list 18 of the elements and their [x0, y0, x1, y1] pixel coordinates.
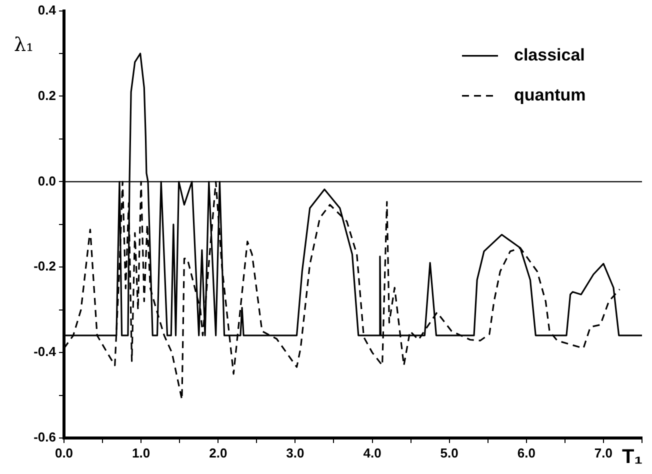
y-tick-label: -0.2: [34, 258, 56, 274]
x-tick-label: 7.0: [594, 445, 613, 460]
x-tick-label: 3.0: [286, 445, 304, 460]
x-axis-title: T₁: [622, 446, 642, 469]
x-tick-label: 0.0: [54, 445, 74, 460]
y-tick-label: 0.0: [38, 173, 56, 188]
y-axis-title: λ₁: [14, 34, 34, 56]
x-tick-label: 2.0: [209, 445, 228, 460]
legend-label: quantum: [514, 85, 586, 104]
y-tick-label: -0.4: [34, 344, 57, 360]
legend-label: classical: [514, 45, 585, 64]
x-tick-label: 5.0: [440, 445, 458, 460]
y-tick-label: 0.2: [38, 88, 56, 103]
x-tick-label: 1.0: [132, 445, 150, 460]
x-tick-label: 4.0: [363, 445, 382, 460]
y-tick-label: -0.6: [34, 430, 56, 445]
y-tick-label: 0.4: [38, 2, 57, 18]
x-tick-label: 6.0: [517, 445, 536, 460]
